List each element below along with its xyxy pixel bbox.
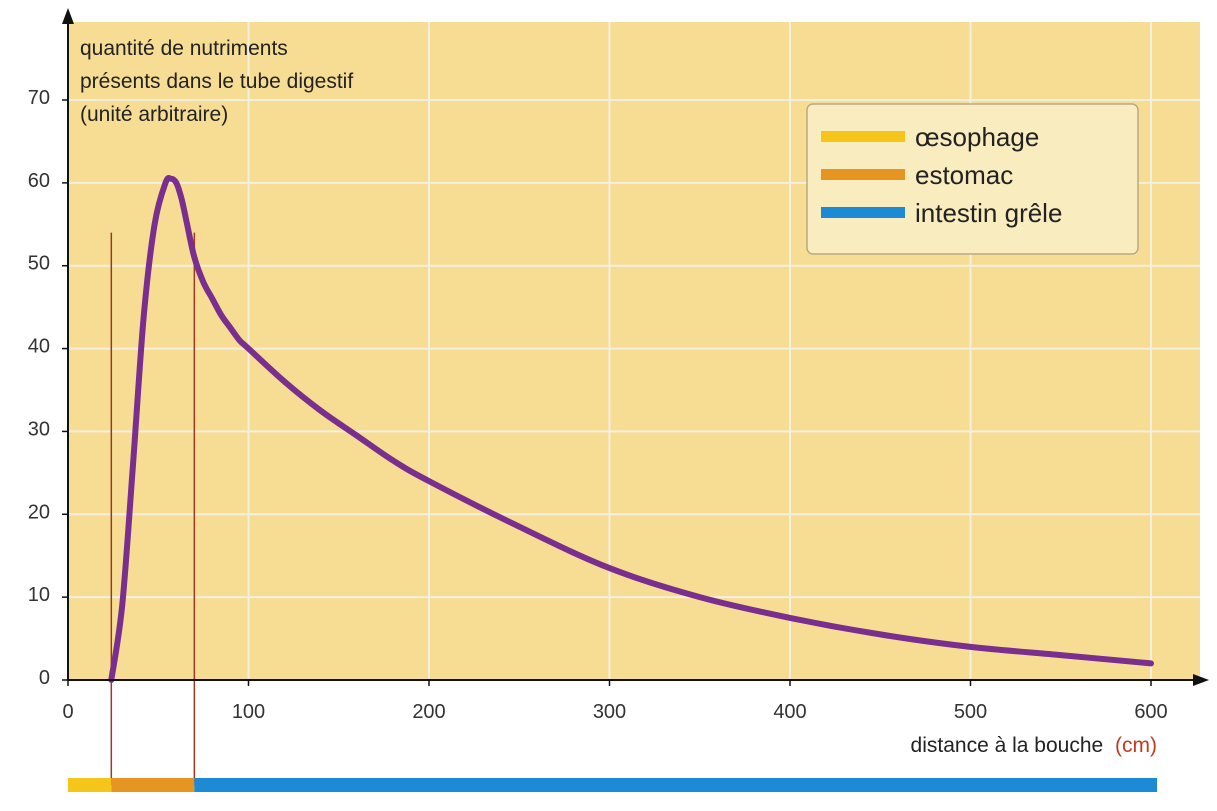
boundary-lines [110,232,196,785]
y-tick-label: 20 [28,501,50,523]
x-axis-arrow [1193,674,1209,686]
y-tick-label: 0 [39,667,50,689]
x-axis-label-text: distance à la bouche [911,734,1104,757]
x-axis-label: distance à la bouche (cm) [911,734,1157,757]
digestive-segments-bar [68,778,1158,792]
y-axis-unit: (unité arbitraire) [80,103,228,126]
legend-swatch [821,131,905,142]
y-axis-arrow [62,8,74,24]
tick-labels: 0 10 20 30 40 50 60 70 0 100 200 300 400 500 600 [28,87,1168,723]
y-tick-label: 70 [28,87,50,109]
x-tick-label: 0 [62,701,73,723]
legend-label: œsophage [915,122,1039,152]
segment-bar-estomac [111,778,195,792]
series-line [108,174,1154,683]
y-axis-label-line-1: quantité de nutriments [80,37,288,60]
segment-bar-œsophage [68,778,112,792]
y-axis-label-line-2: présents dans le tube digestif [80,70,353,93]
legend-label: estomac [915,160,1013,190]
y-axis-label: quantité de nutriments présents dans le … [80,37,353,126]
legend-swatch [821,207,905,218]
x-tick-label: 500 [954,701,987,723]
legend-label: intestin grêle [915,198,1062,228]
x-tick-label: 600 [1134,701,1167,723]
legend-swatch [821,169,905,180]
x-tick-label: 300 [593,701,626,723]
x-tick-label: 400 [773,701,806,723]
x-axis-unit: (cm) [1115,734,1157,757]
y-tick-label: 30 [28,418,50,440]
x-tick-label: 100 [232,701,265,723]
y-tick-label: 60 [28,170,50,192]
axes [62,8,1209,686]
x-tick-label: 200 [412,701,445,723]
y-tick-label: 10 [28,584,50,606]
legend: œsophage estomac intestin grêle [806,103,1139,255]
segment-bar-intestin-grêle [194,778,1158,792]
y-tick-label: 40 [28,336,50,358]
y-tick-label: 50 [28,253,50,275]
